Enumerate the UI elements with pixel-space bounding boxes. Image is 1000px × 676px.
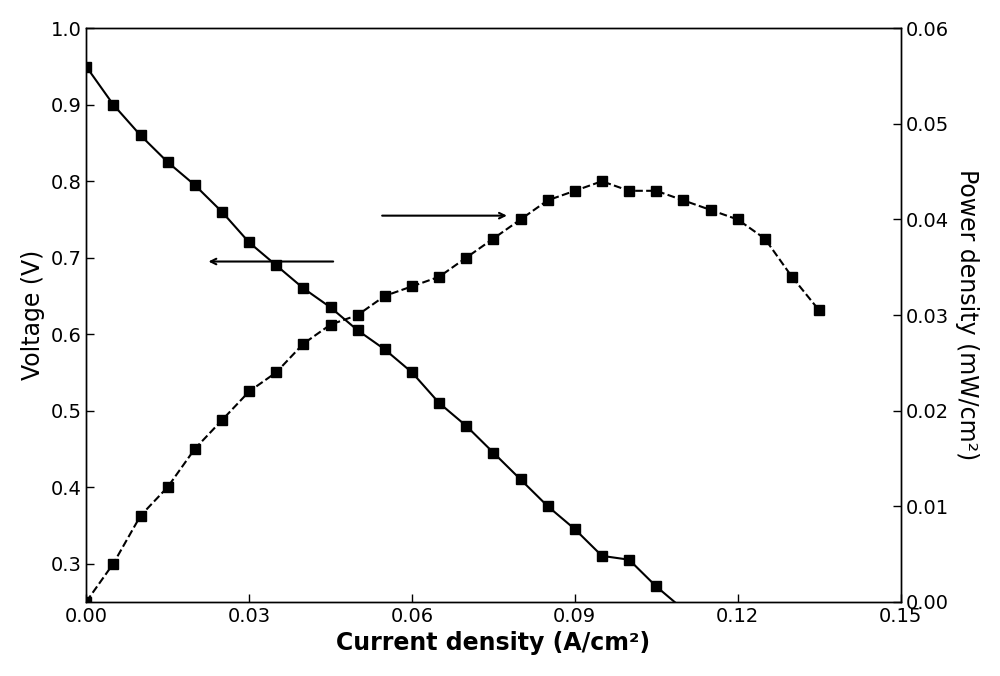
X-axis label: Current density (A/cm²): Current density (A/cm²) (336, 631, 650, 655)
Y-axis label: Power density (mW/cm²): Power density (mW/cm²) (955, 170, 979, 460)
Y-axis label: Voltage (V): Voltage (V) (21, 250, 45, 380)
